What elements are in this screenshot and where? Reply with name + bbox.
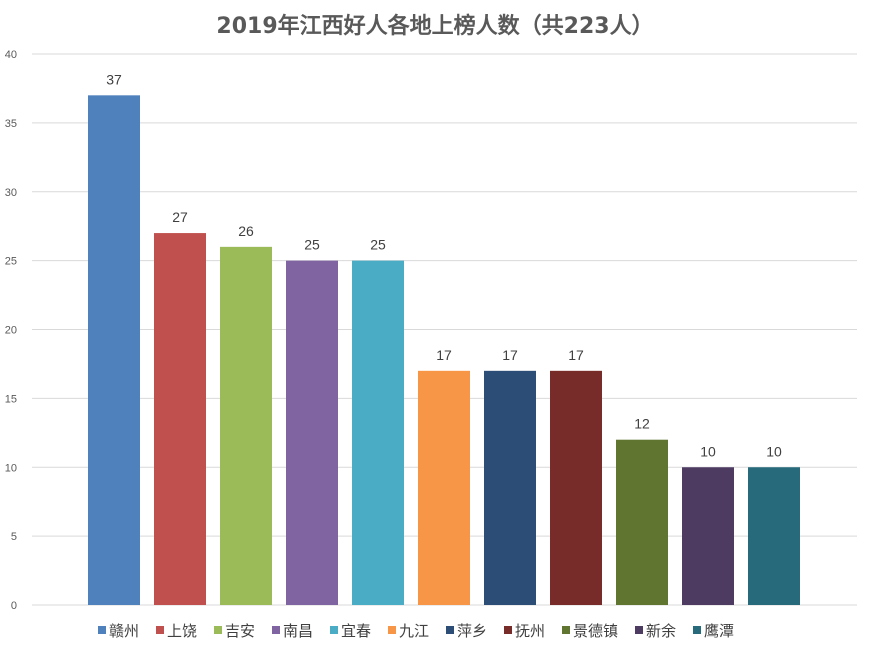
data-label: 17 (568, 347, 584, 363)
bar (88, 95, 140, 605)
legend-swatch (446, 626, 454, 634)
y-tick-label: 40 (5, 49, 17, 61)
y-tick-label: 35 (5, 118, 17, 130)
bar (154, 233, 206, 605)
data-label: 25 (370, 237, 386, 253)
data-label: 17 (436, 347, 452, 363)
y-tick-label: 10 (5, 462, 17, 474)
legend-label: 南昌 (283, 622, 313, 640)
legend-label: 新余 (646, 622, 676, 640)
legend-swatch (635, 626, 643, 634)
legend-label: 景德镇 (573, 622, 618, 640)
legend-swatch (156, 626, 164, 634)
legend-swatch (214, 626, 222, 634)
data-label: 25 (304, 237, 320, 253)
bar (682, 467, 734, 605)
y-tick-label: 15 (5, 393, 17, 405)
legend-label: 萍乡 (457, 622, 487, 640)
bar (484, 370, 536, 605)
bar (550, 370, 602, 605)
chart-title: 2019年江西好人各地上榜人数（共223人） (216, 14, 654, 39)
data-label: 37 (106, 71, 122, 87)
legend-label: 鹰潭 (704, 622, 734, 640)
legend-label: 抚州 (515, 622, 545, 640)
bar (748, 467, 800, 605)
legend-swatch (693, 626, 701, 634)
y-tick-label: 20 (5, 325, 17, 337)
bar (352, 260, 404, 605)
y-tick-label: 25 (5, 256, 17, 268)
legend-swatch (272, 626, 280, 634)
y-tick-label: 30 (5, 187, 17, 199)
legend-label: 宜春 (341, 622, 371, 640)
legend-label: 上饶 (167, 622, 197, 640)
data-label: 26 (238, 223, 254, 239)
legend-swatch (388, 626, 396, 634)
data-label: 12 (634, 416, 650, 432)
data-label: 10 (766, 443, 782, 459)
legend-swatch (504, 626, 512, 634)
bar (616, 439, 668, 605)
data-label: 10 (700, 443, 716, 459)
legend-label: 赣州 (109, 622, 139, 640)
legend-label: 九江 (399, 622, 429, 640)
bar (220, 246, 272, 605)
legend-label: 吉安 (225, 622, 255, 640)
legend-swatch (330, 626, 338, 634)
y-tick-label: 5 (11, 531, 17, 543)
data-label: 17 (502, 347, 518, 363)
bar (286, 260, 338, 605)
legend-swatch (98, 626, 106, 634)
y-tick-label: 0 (11, 600, 17, 612)
bar (418, 370, 470, 605)
legend-swatch (562, 626, 570, 634)
data-label: 27 (172, 209, 188, 225)
